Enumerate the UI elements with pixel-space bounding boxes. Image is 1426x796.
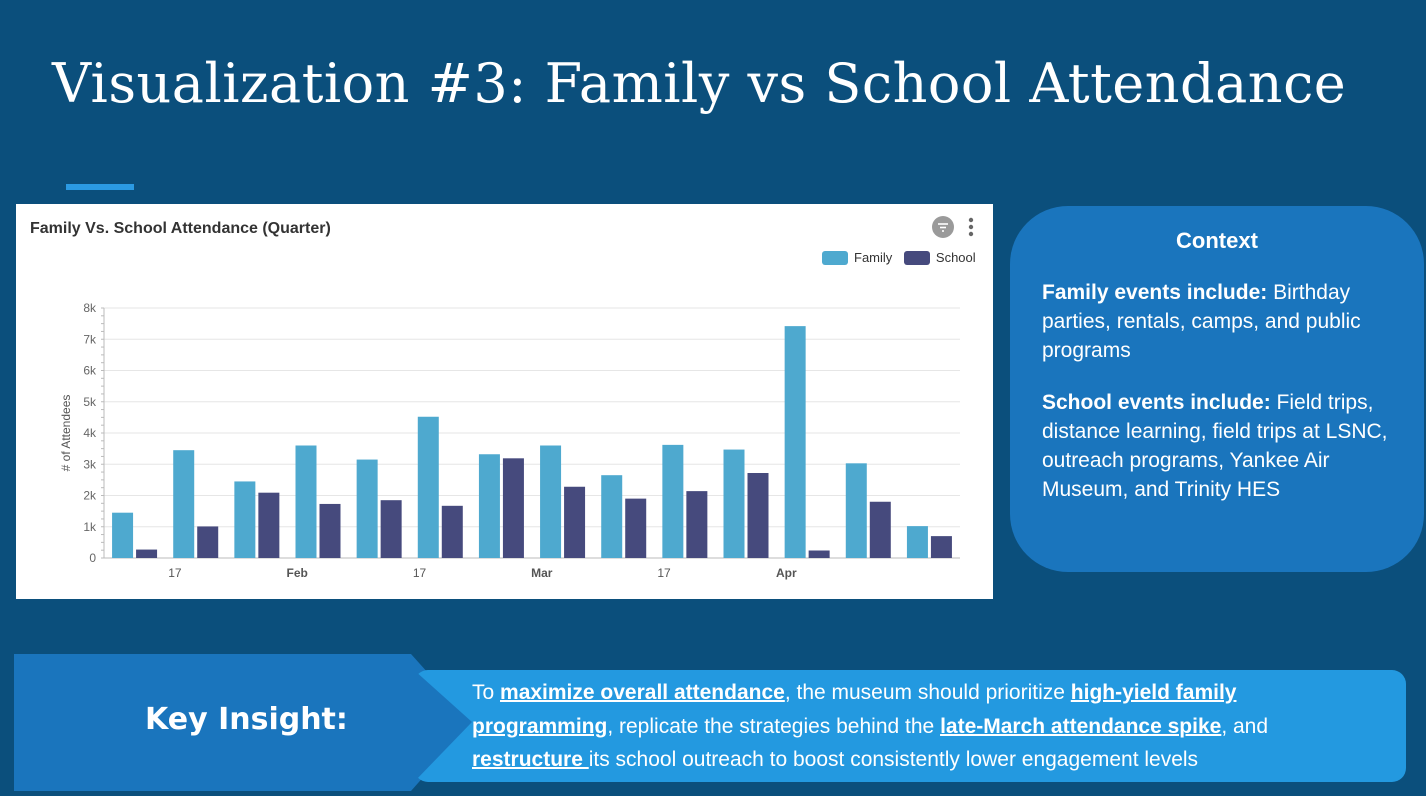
bar-family <box>723 449 745 558</box>
y-axis-label: # of Attendees <box>59 395 73 472</box>
bar-family <box>234 481 256 558</box>
chart-legend: Family School <box>822 250 984 268</box>
slide-title: Visualization #3: Family vs School Atten… <box>52 52 1347 115</box>
bar-family <box>478 454 500 558</box>
key-insight-text-box <box>414 670 1406 782</box>
bar-family <box>601 475 623 558</box>
chart-title: Family Vs. School Attendance (Quarter) <box>30 220 331 237</box>
insight-text-4: , and <box>1221 714 1269 738</box>
bar-school <box>502 458 524 558</box>
bar-school <box>747 473 769 558</box>
y-tick-label: 8k <box>83 301 97 315</box>
x-tick-label: 17 <box>413 566 427 580</box>
legend-item-family[interactable]: Family <box>822 250 892 265</box>
family-events-paragraph: Family events include: Birthday parties,… <box>1042 278 1392 365</box>
y-tick-label: 3k <box>83 457 97 471</box>
bar-chart: 0 1k 2k 3k 4k 5k 6k 7k 8k # of Attendees 17 Feb 17 Ma… <box>59 301 960 580</box>
bar-school <box>258 492 280 558</box>
bar-school <box>441 505 463 558</box>
bar-family <box>540 445 562 558</box>
bar-school <box>625 498 647 558</box>
x-tick-label: Mar <box>531 566 553 580</box>
bar-family <box>173 450 195 558</box>
insight-text-1: To <box>472 681 501 704</box>
x-tick-label: 17 <box>168 566 182 580</box>
legend-swatch-school <box>903 250 930 265</box>
family-events-heading: Family events include: <box>1042 281 1268 304</box>
y-tick-label: 5k <box>83 395 97 409</box>
context-title: Context <box>1176 228 1258 253</box>
x-tick-label: 17 <box>657 566 671 580</box>
y-tick-label: 0 <box>89 551 96 565</box>
bar-family <box>112 512 134 558</box>
bar-school <box>197 526 219 558</box>
insight-emphasis-1: maximize overall attendance <box>500 681 785 704</box>
y-tick-label: 2k <box>83 489 97 503</box>
x-tick-label: Feb <box>287 566 308 580</box>
family-events-text: Birthday parties, rentals, camps, and pu… <box>1042 281 1361 362</box>
bar-family <box>295 445 317 558</box>
bar-school <box>136 549 158 558</box>
insight-emphasis-2: high-yield family programming <box>472 681 1237 738</box>
school-events-heading: School events include: <box>1042 391 1271 414</box>
more-vertical-icon[interactable] <box>966 216 976 240</box>
school-events-text: Field trips, distance learning, field tr… <box>1042 391 1388 501</box>
bar-family <box>906 526 928 558</box>
insight-text-5: its school outreach to boost consistentl… <box>588 748 1199 771</box>
bar-school <box>686 491 708 558</box>
filter-icon[interactable] <box>932 216 954 238</box>
context-panel: Context Family events include: Birthday … <box>1010 206 1424 572</box>
bar-school <box>869 501 891 558</box>
y-tick-label: 6k <box>83 364 97 378</box>
bar-family <box>417 416 439 558</box>
legend-swatch-family <box>822 250 848 265</box>
insight-arrow-tip <box>414 670 472 782</box>
legend-label-school: School <box>935 250 976 265</box>
bar-school <box>564 486 586 558</box>
title-accent-line <box>66 184 134 190</box>
insight-text-3: , replicate the strategies behind the <box>607 714 941 738</box>
insight-text-2: , the museum should prioritize <box>784 681 1071 704</box>
bar-family <box>662 444 684 558</box>
key-insight-label: Key Insight: <box>145 702 348 737</box>
y-tick-label: 4k <box>83 426 97 440</box>
bar-family <box>845 463 867 558</box>
school-events-paragraph: School events include: Field trips, dist… <box>1042 388 1392 504</box>
legend-label-family: Family <box>854 250 893 265</box>
legend-item-school[interactable]: School <box>903 250 976 265</box>
x-tick-label: Apr <box>776 566 797 580</box>
insight-emphasis-3: late-March attendance spike <box>940 714 1222 738</box>
y-tick-label: 1k <box>83 520 97 534</box>
key-insight-banner <box>14 654 472 791</box>
bar-school <box>930 536 952 558</box>
bar-school <box>808 550 830 558</box>
bar-family <box>784 326 806 558</box>
bar-school <box>319 503 341 558</box>
y-tick-label: 7k <box>83 332 97 346</box>
chart-card: 0 1k 2k 3k 4k 5k 6k 7k 8k # of Attendees 17 Feb 17 Ma… <box>16 204 993 599</box>
bar-school <box>380 500 402 558</box>
bar-family <box>356 459 378 558</box>
insight-emphasis-4: restructure <box>472 748 589 771</box>
key-insight-text: To maximize overall attendance, the muse… <box>472 676 1372 777</box>
